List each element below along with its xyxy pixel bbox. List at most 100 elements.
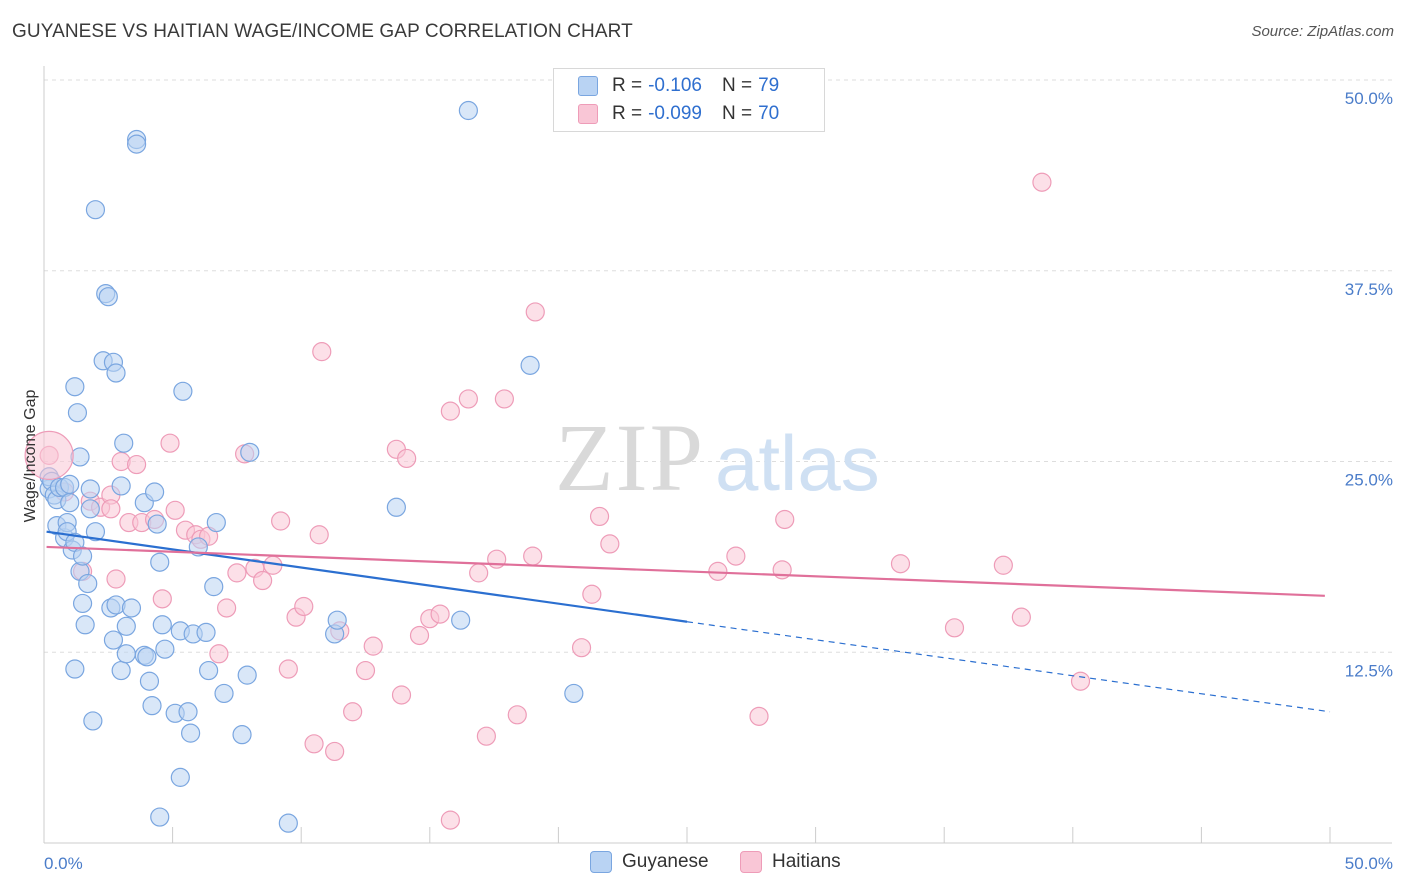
guyanese-trend-line	[46, 530, 688, 623]
guyanese-point	[237, 665, 257, 685]
haitians-point	[111, 451, 131, 472]
haitians-point	[1070, 671, 1091, 691]
haitians-point	[355, 660, 376, 681]
haitians-point	[726, 546, 746, 566]
guyanese-point	[150, 552, 170, 572]
haitians-point	[507, 705, 527, 725]
guyanese-point	[126, 134, 147, 154]
legend-label-guyanese: Guyanese	[622, 851, 709, 872]
haitians-point-large	[24, 430, 74, 480]
guyanese-point	[137, 647, 157, 667]
guyanese-point	[451, 610, 471, 630]
haitians-point	[309, 525, 329, 545]
r-label: R =	[612, 103, 643, 124]
haitians-point	[1011, 607, 1031, 627]
guyanese-point	[70, 447, 90, 467]
guyanese-point	[278, 813, 298, 833]
grid-lines	[44, 79, 1392, 653]
haitians-point	[304, 734, 324, 754]
haitians-point	[993, 555, 1013, 575]
guyanese-point	[60, 474, 80, 494]
haitians-point	[582, 584, 602, 604]
haitians-point	[152, 589, 172, 609]
guyanese-point	[85, 200, 106, 220]
guyanese-point	[181, 723, 201, 743]
haitians-point	[430, 604, 450, 624]
y-tick-label: 12.5%	[1345, 661, 1393, 680]
haitians-point	[217, 598, 237, 618]
guyanese-point	[232, 725, 252, 745]
guyanese-point	[121, 598, 142, 618]
n-label: N =	[721, 103, 753, 124]
guyanese-point	[114, 433, 134, 453]
guyanese-point	[147, 514, 167, 534]
haitians-point	[160, 433, 180, 453]
guyanese-point	[142, 696, 162, 716]
guyanese-point	[199, 660, 219, 681]
watermark-zip: ZIP	[555, 404, 705, 511]
guyanese-point	[65, 377, 85, 397]
haitians-point	[227, 563, 247, 583]
haitians-point	[440, 810, 460, 830]
guyanese-point	[60, 493, 80, 513]
haitians-swatch	[740, 851, 762, 873]
haitians-point	[571, 638, 592, 658]
haitians-point	[126, 454, 147, 475]
y-tick-label: 25.0%	[1345, 471, 1393, 490]
n-value: 79	[758, 75, 780, 96]
guyanese-point	[80, 499, 100, 519]
watermark-atlas: atlas	[715, 419, 880, 507]
haitians-point	[363, 636, 383, 656]
source-label: Source: ZipAtlas.com	[1251, 23, 1394, 40]
series-legend: Guyanese Haitians	[0, 851, 1406, 877]
watermark: ZIP atlas	[555, 404, 880, 511]
guyanese-point	[170, 767, 190, 787]
haitians-point	[494, 389, 514, 409]
guyanese-point	[458, 100, 478, 121]
n-value: 70	[758, 103, 780, 124]
guyanese-point	[116, 616, 136, 636]
haitians-swatch	[578, 104, 598, 124]
r-value: -0.106	[648, 75, 702, 96]
haitians-point	[1032, 172, 1052, 192]
haitians-point	[469, 563, 489, 583]
guyanese-point	[139, 671, 160, 691]
guyanese-swatch	[578, 76, 598, 96]
haitians-point	[409, 625, 430, 646]
haitians-point	[209, 644, 229, 664]
haitians-point	[106, 569, 126, 589]
data-points	[24, 100, 1091, 833]
guyanese-point	[144, 482, 165, 502]
chart-title: GUYANESE VS HAITIAN WAGE/INCOME GAP CORR…	[12, 21, 633, 42]
guyanese-point	[386, 497, 406, 517]
guyanese-point	[204, 577, 224, 597]
haitians-point	[312, 342, 332, 362]
y-tick-label: 37.5%	[1345, 280, 1393, 299]
haitians-point	[589, 506, 610, 527]
stats-legend: R = -0.106 N = 79 R = -0.099 N = 70	[553, 68, 825, 132]
haitians-point	[476, 726, 496, 746]
guyanese-point	[178, 702, 198, 722]
guyanese-point	[65, 659, 85, 679]
legend-item-haitians[interactable]: Haitians	[740, 851, 841, 873]
guyanese-point	[155, 639, 175, 659]
guyanese-point	[214, 683, 234, 704]
guyanese-point	[103, 630, 124, 650]
haitians-point	[600, 534, 620, 554]
haitians-point	[397, 448, 417, 469]
tick-labels: 12.5% 25.0% 37.5% 50.0% 0.0% 50.0%	[44, 89, 1393, 873]
haitians-point	[525, 302, 545, 322]
r-label: R =	[612, 75, 643, 96]
guyanese-point	[196, 622, 216, 643]
guyanese-point	[150, 807, 170, 827]
haitians-point	[523, 546, 543, 566]
y-tick-label: 50.0%	[1345, 89, 1393, 108]
guyanese-point	[327, 610, 347, 630]
legend-item-guyanese[interactable]: Guyanese	[590, 851, 709, 873]
guyanese-point	[72, 593, 93, 614]
haitians-point	[458, 389, 478, 409]
guyanese-point	[72, 546, 93, 566]
guyanese-point	[240, 442, 260, 462]
guyanese-point	[85, 522, 106, 542]
